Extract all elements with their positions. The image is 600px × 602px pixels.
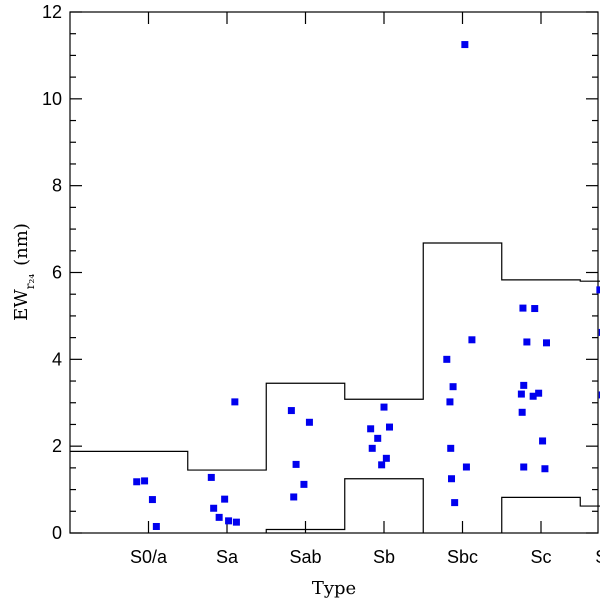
- data-point: [451, 499, 459, 507]
- x-tick-label: Sa: [216, 547, 239, 567]
- data-point: [232, 518, 240, 526]
- plot-frame: [69, 11, 599, 534]
- data-point: [148, 496, 156, 504]
- data-point: [287, 407, 295, 415]
- data-point: [531, 305, 539, 313]
- data-point: [541, 465, 549, 473]
- y-tick-label: 4: [52, 349, 62, 369]
- data-point: [215, 513, 223, 521]
- data-point: [517, 390, 525, 398]
- data-points: [133, 41, 600, 530]
- data-point: [443, 355, 451, 363]
- x-tick-label: Sc: [530, 547, 551, 567]
- data-point: [596, 286, 600, 294]
- data-point: [231, 398, 239, 406]
- data-point: [448, 475, 456, 483]
- data-point: [367, 425, 375, 433]
- data-point: [368, 444, 376, 452]
- x-tick-label: Sab: [289, 547, 321, 567]
- data-point: [300, 480, 308, 488]
- data-point: [305, 418, 313, 426]
- data-point: [378, 461, 386, 469]
- y-axis-title: EWr₂₄ (nm): [11, 223, 37, 321]
- data-point: [519, 304, 527, 312]
- svg-text:EWr₂₄(nm): EWr₂₄ (nm): [11, 223, 37, 321]
- y-tick-label: 12: [42, 2, 62, 22]
- lower-envelope-line: [501, 496, 600, 533]
- data-point: [535, 389, 543, 397]
- y-tick-label: 10: [42, 89, 62, 109]
- x-tick-label: Sb: [373, 547, 395, 567]
- y-tick-label: 6: [52, 263, 62, 283]
- data-point: [133, 478, 141, 486]
- data-point: [152, 522, 160, 530]
- data-point: [461, 41, 469, 49]
- data-point: [542, 339, 550, 347]
- data-point: [290, 493, 298, 501]
- data-point: [446, 398, 454, 406]
- data-point: [449, 383, 457, 391]
- data-point: [382, 454, 390, 462]
- data-point: [529, 392, 537, 400]
- y-axis-title-unit: (nm): [11, 223, 32, 266]
- data-point: [523, 338, 531, 346]
- lower-envelope-line: [265, 478, 424, 533]
- upper-envelope-line: [70, 242, 600, 471]
- data-point: [468, 336, 476, 344]
- x-axis-title: Type: [312, 578, 356, 599]
- data-point: [447, 444, 455, 452]
- y-tick-label: 0: [52, 523, 62, 543]
- y-tick-label: 8: [52, 176, 62, 196]
- data-point: [598, 328, 600, 336]
- x-axis: S0/a Sa Sab Sb Sbc Sc Sc−Irr: [130, 12, 600, 567]
- y-axis: 0 2 4 6 8 10 12: [42, 2, 598, 543]
- data-point: [225, 517, 233, 525]
- data-point: [518, 408, 526, 416]
- data-point: [210, 504, 218, 512]
- data-point: [207, 473, 215, 481]
- upper-envelope: [70, 242, 600, 471]
- data-point: [385, 423, 393, 431]
- data-point: [380, 403, 388, 411]
- y-axis-title-sub: r₂₄: [23, 274, 37, 290]
- data-point: [141, 477, 149, 485]
- lower-envelope: [265, 478, 600, 533]
- data-point: [221, 495, 229, 503]
- data-point: [520, 381, 528, 389]
- data-point: [462, 463, 470, 471]
- data-point: [374, 434, 382, 442]
- data-point: [292, 460, 300, 468]
- data-point: [539, 437, 547, 445]
- data-point: [598, 391, 600, 399]
- y-tick-label: 2: [52, 436, 62, 456]
- data-point: [520, 463, 528, 471]
- x-tick-label: S0/a: [130, 547, 168, 567]
- y-axis-title-main: EW: [11, 289, 32, 321]
- x-tick-label: Sc−Irr: [595, 547, 600, 567]
- x-tick-label: Sbc: [447, 547, 478, 567]
